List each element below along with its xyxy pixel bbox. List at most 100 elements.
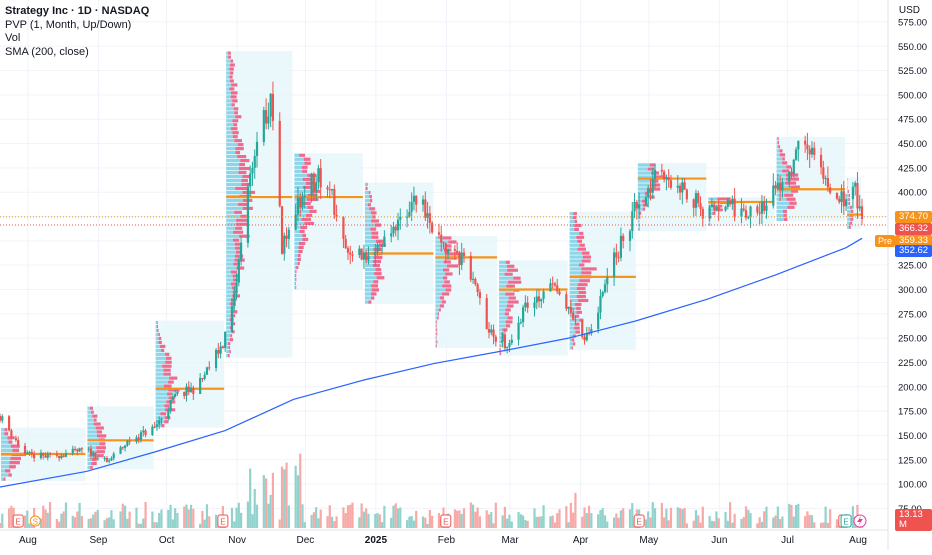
candle-body xyxy=(72,449,74,453)
volume-bar xyxy=(56,519,58,528)
profile-row-up xyxy=(87,419,93,422)
profile-row-up xyxy=(638,228,639,231)
profile-row-up xyxy=(847,206,850,209)
profile-row-down xyxy=(168,380,174,383)
x-tick-label: Aug xyxy=(19,535,37,546)
profile-row-down xyxy=(297,258,300,261)
volume-bar xyxy=(345,513,347,528)
profile-row-down xyxy=(230,334,232,337)
profile-row-up xyxy=(226,159,240,162)
profile-row-up xyxy=(156,416,165,419)
candle-body xyxy=(113,454,115,459)
volume-bar xyxy=(361,503,363,528)
volume-bar xyxy=(126,519,128,528)
profile-row-up xyxy=(570,287,577,290)
candle-body xyxy=(422,199,424,204)
candle-body xyxy=(477,284,479,292)
profile-row-down xyxy=(573,342,575,345)
profile-row-up xyxy=(570,295,577,298)
candle-body xyxy=(597,313,599,329)
volume-bar xyxy=(192,509,194,528)
profile-row-down xyxy=(301,218,311,221)
volume-bar xyxy=(79,503,81,528)
volume-bar xyxy=(358,517,360,528)
profile-row-up xyxy=(499,269,507,272)
profile-row-up xyxy=(156,377,169,380)
profile-row-up xyxy=(499,308,505,311)
candle-body xyxy=(272,94,274,121)
candle-body xyxy=(558,291,560,294)
profile-row-down xyxy=(164,420,168,423)
profile-row-up xyxy=(570,323,575,326)
chart-legend: Strategy Inc · 1D · NASDAQ PVP (1, Month… xyxy=(5,5,149,59)
candle-body xyxy=(240,243,242,261)
profile-row-up xyxy=(226,274,232,277)
profile-row-down xyxy=(778,145,780,148)
profile-row-up xyxy=(294,178,302,181)
profile-row-down xyxy=(373,260,381,263)
candle-body xyxy=(647,189,649,197)
profile-row-up xyxy=(777,202,790,205)
profile-row-down xyxy=(850,222,852,225)
profile-row-down xyxy=(232,99,237,102)
profile-row-down xyxy=(500,352,501,355)
profile-row-up xyxy=(226,219,236,222)
profile-row-up xyxy=(847,202,848,205)
volume-bar xyxy=(317,518,319,528)
volume-bar xyxy=(0,523,1,528)
indicator-pvp[interactable]: PVP (1, Month, Up/Down) xyxy=(5,19,149,33)
profile-row-up xyxy=(156,400,167,403)
profile-row-down xyxy=(507,316,512,319)
candle-body xyxy=(490,330,492,333)
profile-row-down xyxy=(96,426,104,429)
profile-row-up xyxy=(226,183,241,186)
profile-row-down xyxy=(160,345,165,348)
candle-body xyxy=(429,213,431,223)
volume-bar xyxy=(679,508,681,528)
profile-row-down xyxy=(371,292,376,295)
candle-body xyxy=(90,449,92,456)
volume-bar xyxy=(285,463,287,528)
profile-row-down xyxy=(576,236,584,239)
profile-row-up xyxy=(226,294,232,297)
profile-row-down xyxy=(786,173,798,176)
volume-bar xyxy=(413,521,415,528)
candle-body xyxy=(788,172,790,182)
indicator-sma[interactable]: SMA (200, close) xyxy=(5,46,149,60)
profile-row-down xyxy=(229,87,234,90)
candle-body xyxy=(793,160,795,174)
volume-value-badge: 13.13 M xyxy=(895,509,932,531)
profile-row-down xyxy=(235,151,240,154)
profile-row-up xyxy=(226,310,231,313)
volume-bar xyxy=(424,518,426,528)
profile-row-down xyxy=(231,127,238,130)
profile-row-up xyxy=(226,211,234,214)
profile-row-down xyxy=(778,137,779,140)
profile-row-down xyxy=(648,167,655,170)
candle-body xyxy=(777,183,779,188)
symbol-title[interactable]: Strategy Inc · 1D · NASDAQ xyxy=(5,5,149,19)
indicator-vol[interactable]: Vol xyxy=(5,32,149,46)
candle-body xyxy=(463,253,465,256)
candle-body xyxy=(304,196,306,197)
volume-bar xyxy=(270,495,272,528)
volume-bar xyxy=(431,516,433,528)
candle-body xyxy=(33,454,35,458)
profile-row-down xyxy=(160,412,166,415)
candle-body xyxy=(424,199,426,217)
profile-row-up xyxy=(87,462,91,465)
currency-label[interactable]: USD xyxy=(899,5,920,16)
profile-row-down xyxy=(302,234,306,237)
profile-row-up xyxy=(499,344,501,347)
profile-row-down xyxy=(785,181,796,184)
volume-bar xyxy=(486,510,488,528)
candle-body xyxy=(774,185,776,188)
candle-body xyxy=(285,236,287,239)
candle-body xyxy=(247,186,249,242)
candle-body xyxy=(827,178,829,187)
volume-bar xyxy=(329,505,331,528)
candle-body xyxy=(761,202,763,214)
candle-body xyxy=(633,202,635,211)
